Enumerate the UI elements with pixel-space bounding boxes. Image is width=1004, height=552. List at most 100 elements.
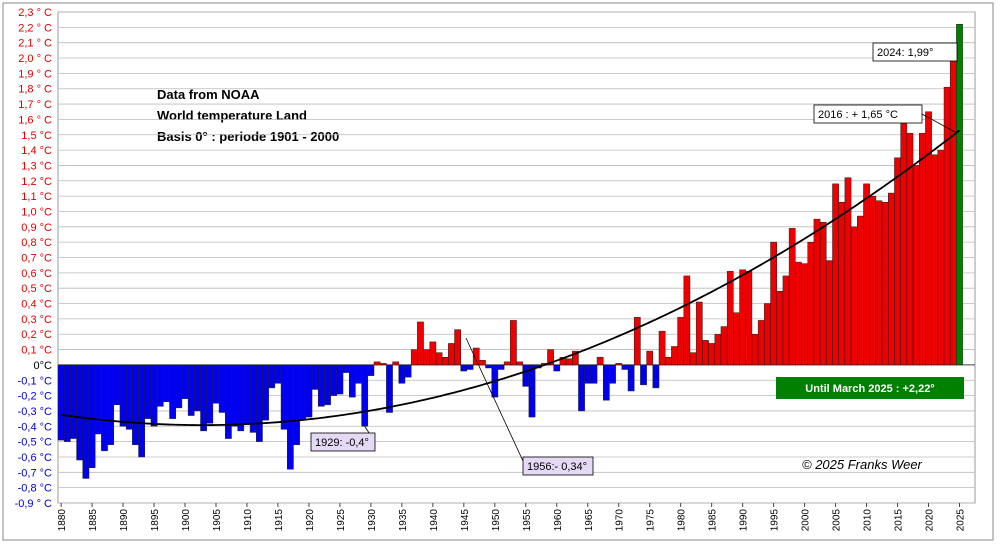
x-tick-label: 2000	[801, 509, 812, 532]
notes-box	[143, 78, 377, 156]
bar	[602, 364, 610, 401]
bar	[150, 364, 158, 427]
annotation: 1929: -0,4°	[315, 437, 369, 449]
bar	[330, 364, 338, 396]
bar	[460, 364, 468, 372]
bar	[466, 364, 474, 370]
leader-line	[921, 113, 957, 134]
bar	[881, 202, 889, 366]
bar	[311, 364, 319, 390]
y-tick-label: -0,2 °C	[18, 391, 52, 403]
y-tick-label: -0,7 °C	[18, 467, 52, 479]
annotation-box	[522, 456, 594, 476]
bar	[658, 330, 666, 366]
bar	[584, 364, 592, 384]
bar	[287, 364, 294, 470]
y-tick-label: 1,1 °C	[21, 191, 52, 203]
bar	[107, 364, 115, 445]
x-tick-label: 1980	[677, 509, 688, 532]
bar	[243, 364, 251, 424]
y-tick-label: 0,7 °C	[21, 253, 52, 265]
bar	[925, 111, 932, 366]
bar	[813, 218, 821, 366]
bar	[237, 364, 245, 432]
x-tick-label: 1940	[429, 509, 440, 532]
bar	[125, 364, 133, 430]
bar	[522, 364, 530, 387]
bar	[918, 132, 926, 366]
y-tick-label: 0,3 °C	[21, 314, 52, 326]
bar	[633, 317, 641, 366]
bar	[132, 364, 139, 445]
x-tick-label: 1900	[181, 509, 192, 532]
bar	[757, 320, 765, 366]
bar	[485, 364, 492, 369]
x-tick-label: 2015	[894, 509, 905, 532]
bar	[373, 361, 381, 366]
x-tick-label: 1950	[491, 509, 502, 532]
bar	[627, 364, 635, 392]
x-tick-label: 1955	[522, 509, 533, 532]
bar	[256, 364, 263, 442]
bar	[826, 260, 833, 366]
x-tick-label: 2005	[832, 509, 843, 532]
bar	[646, 350, 654, 366]
y-tick-label: -0,1 °C	[18, 375, 52, 387]
bar	[280, 364, 288, 430]
x-tick-label: 1995	[770, 509, 781, 532]
bar	[342, 364, 350, 373]
bar	[863, 183, 870, 366]
bar	[317, 364, 325, 407]
y-tick-label: 0,6 °C	[21, 268, 52, 280]
bar	[819, 221, 827, 366]
y-tick-label: -0,5 °C	[18, 437, 52, 449]
bar	[156, 364, 164, 407]
bar	[262, 364, 269, 421]
bar	[249, 364, 257, 433]
trendline	[60, 129, 961, 427]
bar	[268, 364, 276, 389]
x-tick-label: 1920	[305, 509, 316, 532]
bar	[720, 326, 728, 366]
bar	[788, 228, 796, 366]
x-tick-label: 2010	[863, 509, 874, 532]
y-tick-label: -0,3 °C	[18, 406, 52, 418]
bar	[398, 364, 406, 384]
y-tick-label: 0,5 °C	[21, 283, 52, 295]
bar	[671, 346, 678, 366]
bar	[94, 364, 102, 435]
annotation-box	[310, 432, 376, 452]
banner-box	[776, 377, 964, 399]
bar	[138, 364, 145, 458]
bar	[336, 364, 344, 395]
bar	[857, 215, 864, 366]
bar	[82, 364, 90, 479]
bar	[900, 111, 908, 366]
bar	[367, 364, 375, 376]
credit: © 2025 Franks Weer	[802, 457, 923, 472]
y-tick-label: 1,5 °C	[21, 130, 52, 142]
y-tick-label: 0°C	[34, 360, 53, 372]
x-tick-label: 1990	[739, 509, 750, 532]
bar	[212, 364, 220, 404]
bar	[348, 364, 356, 398]
x-tick-label: 1910	[243, 509, 254, 532]
bar	[194, 364, 201, 412]
bar	[175, 364, 183, 409]
bar	[572, 350, 579, 366]
y-tick-label: 1,6 ° C	[18, 114, 52, 126]
y-tick-label: 2,3 ° C	[18, 7, 52, 19]
bar	[454, 329, 461, 366]
y-tick-label: 0,2 °C	[21, 329, 52, 341]
annotation: 2024: 1,99°	[877, 47, 933, 59]
bar	[274, 364, 282, 384]
annotation-box	[813, 104, 923, 124]
bar	[305, 364, 313, 418]
bar	[429, 341, 437, 366]
x-tick-label: 1930	[367, 509, 378, 532]
bar	[838, 202, 846, 366]
bar	[293, 364, 300, 445]
bar	[596, 356, 604, 366]
y-tick-label: -0,4 °C	[18, 421, 52, 433]
